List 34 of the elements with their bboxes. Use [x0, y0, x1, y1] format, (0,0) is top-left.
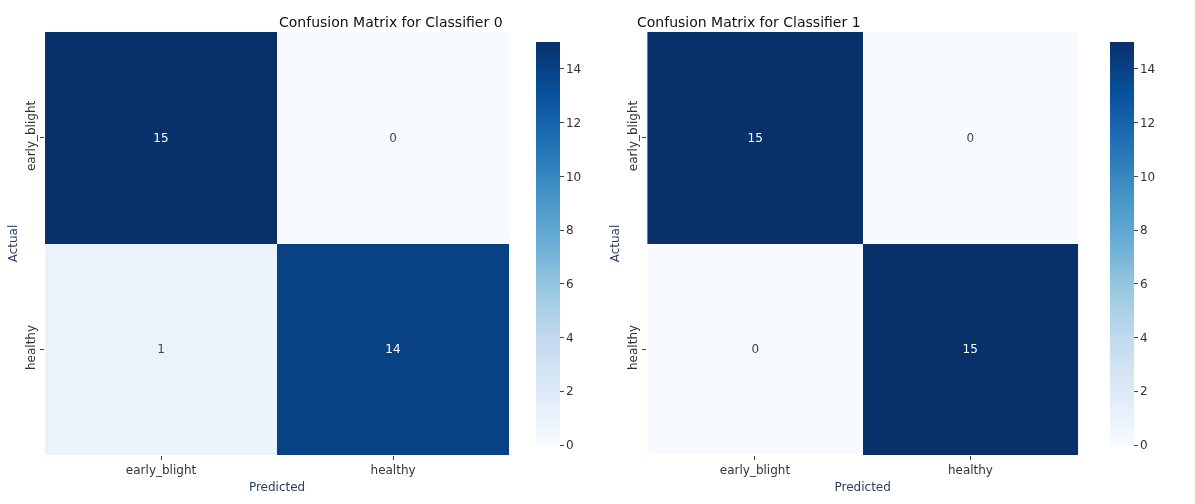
chart-title: Confusion Matrix for Classifier 1 [637, 14, 861, 30]
data-label: 0 [751, 342, 760, 357]
color-bar-label: 12 [1139, 115, 1156, 130]
color-bar-label: 4 [565, 330, 574, 345]
color-bar-label: 10 [1139, 169, 1156, 184]
data-label: 1 [157, 342, 165, 357]
x-axis-title: Predicted [248, 480, 306, 495]
color-bar-label: 10 [565, 169, 582, 184]
data-label: 15 [153, 131, 169, 146]
color-bar-label: 2 [565, 384, 574, 399]
x-tick-label: healthy [947, 463, 993, 478]
color-bar-label: 2 [1139, 384, 1148, 399]
y-axis-title: Actual [607, 224, 622, 263]
data-label: 0 [389, 131, 397, 146]
x-axis-title: Predicted [834, 480, 891, 495]
y-axis-title: Actual [5, 224, 20, 263]
chart-title: Confusion Matrix for Classifier 0 [279, 14, 503, 30]
color-bar-label: 6 [1139, 277, 1148, 291]
color-bar-label: 14 [1139, 62, 1156, 77]
color-bar-label: 8 [1139, 223, 1148, 238]
color-bar-label: 0 [1139, 438, 1148, 453]
data-label: 15 [747, 131, 763, 146]
x-tick-label: healthy [370, 463, 416, 478]
x-tick-label: early_blight [719, 463, 791, 478]
x-tick-label: early_blight [125, 463, 197, 478]
color-bar-label: 8 [565, 223, 574, 238]
color-bar-label: 12 [565, 115, 582, 130]
color-bar-label: 4 [1139, 330, 1148, 345]
color-bar-label: 6 [565, 277, 574, 291]
data-label: 14 [385, 342, 401, 357]
data-label: 15 [962, 342, 978, 357]
color-bar-label: 0 [565, 438, 574, 453]
data-label: 0 [966, 131, 975, 146]
color-bar-label: 14 [565, 62, 582, 77]
